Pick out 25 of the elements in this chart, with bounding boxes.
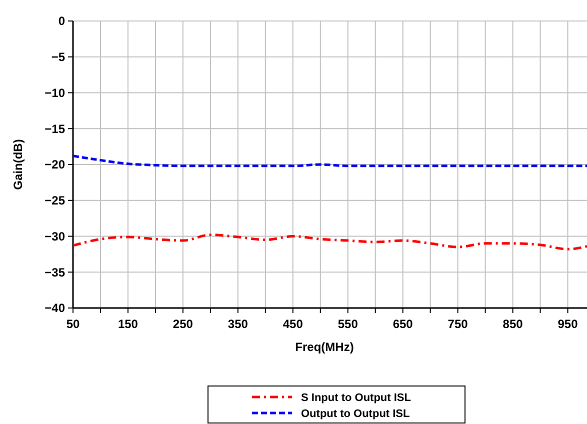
x-axis-title: Freq(MHz) [295, 340, 354, 354]
y-tick-label: −5 [51, 50, 66, 64]
y-tick-label: −40 [44, 301, 66, 316]
x-tick-label: 350 [228, 317, 248, 331]
y-tick-label: −20 [44, 158, 66, 172]
y-tick-label: −35 [44, 265, 66, 280]
line-series [73, 154, 587, 168]
legend-label: S Input to Output ISL [301, 392, 412, 404]
x-tick-label: 650 [392, 317, 414, 331]
x-tick-label: 250 [172, 317, 194, 331]
x-tick-label: 850 [502, 317, 524, 331]
y-tick-label: −10 [44, 86, 66, 100]
legend-label: Output to Output ISL [301, 408, 410, 420]
y-tick-label: −30 [44, 229, 66, 244]
y-axis-title: Gain(dB) [11, 139, 25, 190]
x-tick-label: 750 [448, 317, 468, 331]
y-tick-label: 0 [58, 14, 66, 28]
x-tick-label: 450 [282, 317, 304, 331]
y-tick-label: −25 [44, 194, 66, 208]
y-tick-label: −15 [44, 122, 66, 136]
x-tick-label: 950 [558, 317, 578, 331]
x-tick-label: 550 [338, 317, 358, 331]
x-tick-label: 50 [66, 317, 80, 331]
line-series [73, 234, 587, 250]
x-tick-label: 150 [118, 317, 138, 331]
